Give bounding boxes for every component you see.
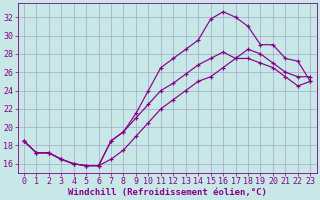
X-axis label: Windchill (Refroidissement éolien,°C): Windchill (Refroidissement éolien,°C) [68, 188, 267, 197]
